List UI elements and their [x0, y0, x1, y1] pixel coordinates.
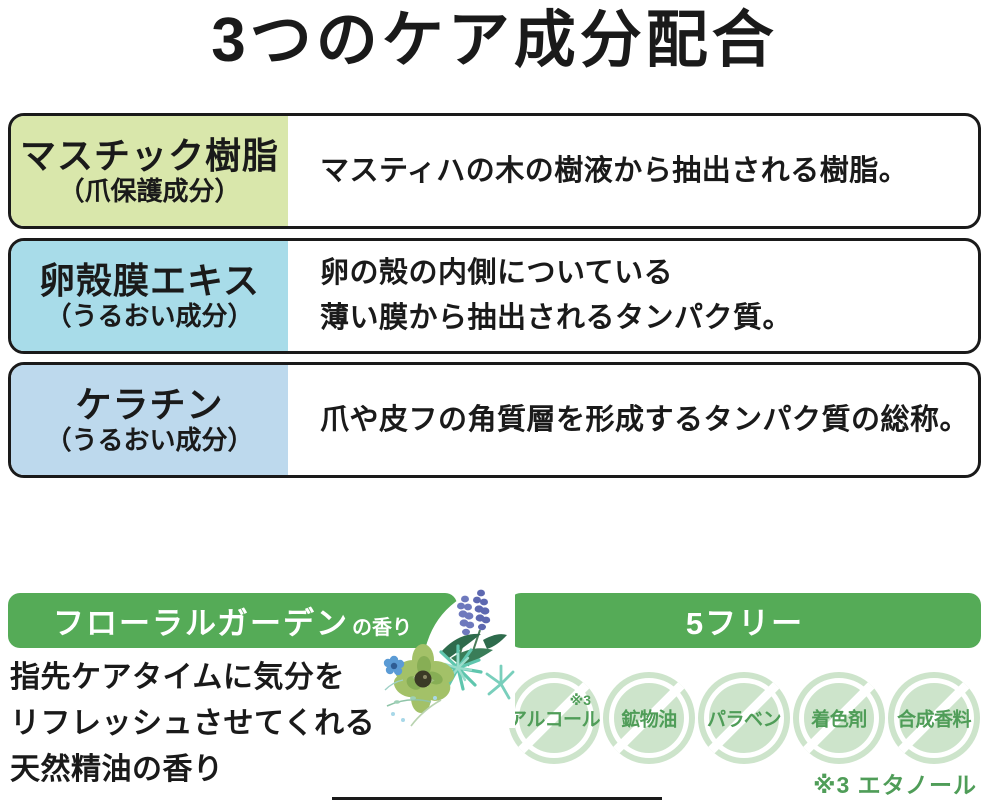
bottom-crop-divider: [332, 797, 662, 800]
ingredient-label: 卵殻膜エキス （うるおい成分）: [11, 241, 288, 351]
ingredient-description: 爪や皮フの角質層を形成するタンパク質の総称。: [320, 403, 970, 436]
ingredient-label: マスチック樹脂 （爪保護成分）: [11, 116, 288, 226]
fragrance-description: 指先ケアタイムに気分を リフレッシュさせてくれる 天然精油の香り: [10, 661, 376, 786]
ingredient-subtitle: （爪保護成分）: [58, 175, 241, 206]
free-item-label: アルコール: [508, 709, 600, 731]
free-item-note-mark: ※3: [569, 692, 591, 708]
free-item-circle-mineral-oil: 鉱物油: [603, 672, 695, 764]
ingredient-row-mastic: マスチック樹脂 （爪保護成分） マスティハの木の樹液から抽出される樹脂。: [8, 113, 981, 229]
free-title: 5フリー: [685, 606, 805, 641]
ingredient-description: マスティハの木の樹液から抽出される樹脂。: [320, 154, 909, 187]
free-item-label: 鉱物油: [621, 709, 677, 731]
ingredient-description: 卵の殻の内側についている 薄い膜から抽出されるタンパク質。: [320, 257, 793, 334]
fragrance-name: フローラルガーデン: [52, 606, 350, 641]
ingredient-subtitle: （うるおい成分）: [45, 424, 254, 455]
fragrance-suffix: の香り: [352, 616, 413, 639]
ingredient-label: ケラチン （うるおい成分）: [11, 365, 288, 475]
free-item-label: パラベン: [706, 709, 782, 731]
ingredient-subtitle: （うるおい成分）: [45, 300, 254, 331]
free-item-circle-synthetic-fragrance: 合成香料: [888, 672, 980, 764]
free-item-circle-alcohol: ※3 アルコール: [508, 672, 600, 764]
free-item-circle-colorant: 着色剤: [793, 672, 885, 764]
floral-bouquet-illustration: [383, 589, 515, 728]
free-item-circle-paraben: パラベン: [698, 672, 790, 764]
fragrance-header-bar: フローラルガーデン の香り: [8, 593, 457, 648]
free-header-bar: 5フリー: [509, 593, 981, 648]
ingredient-row-keratin: ケラチン （うるおい成分） 爪や皮フの角質層を形成するタンパク質の総称。: [8, 362, 981, 478]
page-title: 3つのケア成分配合: [211, 6, 778, 75]
ingredient-name: 卵殻膜エキス: [39, 260, 260, 302]
free-footnote: ※3 エタノール: [813, 772, 977, 798]
ingredient-name: マスチック樹脂: [19, 135, 279, 177]
free-item-label: 合成香料: [896, 709, 972, 731]
free-items: ※3 アルコール 鉱物油 パラベン 着色剤 合成香料: [508, 672, 980, 764]
ingredient-row-eggshell: 卵殻膜エキス （うるおい成分） 卵の殻の内側についている 薄い膜から抽出されるタ…: [8, 238, 981, 354]
free-item-label: 着色剤: [811, 709, 867, 731]
ingredient-name: ケラチン: [75, 384, 224, 426]
